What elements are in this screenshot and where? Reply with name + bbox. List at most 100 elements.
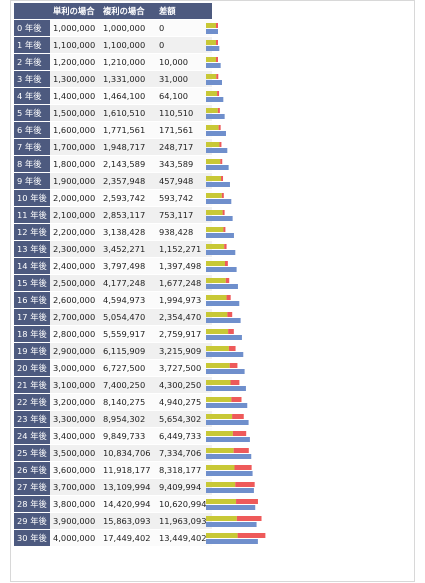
table-row: 12 年後 2,200,000 3,138,428 938,428 — [14, 224, 212, 241]
bar-base — [206, 522, 257, 527]
table-row: 22 年後 3,200,000 8,140,275 4,940,275 — [14, 394, 212, 411]
bar-diff — [216, 57, 218, 62]
table-row: 24 年後 3,400,000 9,849,733 6,449,733 — [14, 428, 212, 445]
year-label: 15 年後 — [14, 275, 50, 292]
simple-value: 3,200,000 — [50, 394, 100, 411]
year-label: 25 年後 — [14, 445, 50, 462]
diff-value: 10,620,994 — [156, 496, 212, 513]
bar-simple — [206, 312, 228, 317]
bar-base — [206, 131, 226, 136]
bar-simple — [206, 74, 217, 79]
bar-simple — [206, 261, 225, 266]
bar-simple — [206, 40, 216, 45]
table-row: 1 年後 1,100,000 1,100,000 0 — [14, 37, 212, 54]
table-row: 14 年後 2,400,000 3,797,498 1,397,498 — [14, 258, 212, 275]
bar-diff — [217, 108, 220, 113]
bar-simple — [206, 176, 222, 181]
bar-base — [206, 437, 250, 442]
bar-simple — [206, 142, 220, 147]
bar-base — [206, 199, 232, 204]
table-row: 29 年後 3,900,000 15,863,093 11,963,093 — [14, 513, 212, 530]
bar-base — [206, 63, 221, 68]
year-label: 27 年後 — [14, 479, 50, 496]
header-simple: 単利の場合 — [50, 3, 100, 20]
bar-base — [206, 46, 220, 51]
bar-simple — [206, 227, 224, 232]
diff-value: 1,994,973 — [156, 292, 212, 309]
year-label: 13 年後 — [14, 241, 50, 258]
bar-base — [206, 165, 229, 170]
diff-value: 6,449,733 — [156, 428, 212, 445]
simple-value: 1,600,000 — [50, 122, 100, 139]
header-compound: 複利の場合 — [100, 3, 156, 20]
diff-value: 11,963,093 — [156, 513, 212, 530]
table-row: 16 年後 2,600,000 4,594,973 1,994,973 — [14, 292, 212, 309]
bar-diff — [223, 227, 226, 232]
diff-value: 64,100 — [156, 88, 212, 105]
year-label: 5 年後 — [14, 105, 50, 122]
bar-diff — [216, 74, 219, 79]
diff-value: 5,654,302 — [156, 411, 212, 428]
bar-base — [206, 488, 254, 493]
compound-value: 3,797,498 — [100, 258, 156, 275]
diff-value: 3,727,500 — [156, 360, 212, 377]
compound-value: 17,449,402 — [100, 530, 156, 547]
bar-simple — [206, 516, 237, 521]
bar-diff — [232, 414, 244, 419]
bar-simple — [206, 210, 223, 215]
bar-base — [206, 233, 234, 238]
diff-value: 1,152,271 — [156, 241, 212, 258]
year-label: 21 年後 — [14, 377, 50, 394]
compound-value: 3,452,271 — [100, 241, 156, 258]
bar-base — [206, 301, 240, 306]
bar-simple — [206, 482, 236, 487]
simple-value: 3,700,000 — [50, 479, 100, 496]
table-row: 28 年後 3,800,000 14,420,994 10,620,994 — [14, 496, 212, 513]
table-row: 2 年後 1,200,000 1,210,000 10,000 — [14, 54, 212, 71]
bar-diff — [228, 329, 234, 334]
bar-diff — [221, 193, 224, 198]
table-row: 7 年後 1,700,000 1,948,717 248,717 — [14, 139, 212, 156]
table-row: 6 年後 1,600,000 1,771,561 171,561 — [14, 122, 212, 139]
bar-base — [206, 471, 253, 476]
bar-base — [206, 539, 258, 544]
simple-value: 4,000,000 — [50, 530, 100, 547]
year-label: 26 年後 — [14, 462, 50, 479]
year-label: 22 年後 — [14, 394, 50, 411]
simple-value: 2,000,000 — [50, 190, 100, 207]
compound-value: 1,464,100 — [100, 88, 156, 105]
bar-simple — [206, 363, 230, 368]
bar-diff — [221, 176, 224, 181]
diff-value: 4,940,275 — [156, 394, 212, 411]
compound-value: 1,948,717 — [100, 139, 156, 156]
diff-value: 8,318,177 — [156, 462, 212, 479]
simple-value: 2,600,000 — [50, 292, 100, 309]
bar-diff — [228, 346, 236, 351]
year-label: 17 年後 — [14, 309, 50, 326]
bar-simple — [206, 448, 234, 453]
bar-simple — [206, 499, 237, 504]
table-row: 17 年後 2,700,000 5,054,470 2,354,470 — [14, 309, 212, 326]
table-row: 8 年後 1,800,000 2,143,589 343,589 — [14, 156, 212, 173]
bar-diff — [225, 278, 230, 283]
table-row: 0 年後 1,000,000 1,000,000 0 — [14, 20, 212, 37]
diff-value: 0 — [156, 20, 212, 37]
simple-value: 2,400,000 — [50, 258, 100, 275]
year-label: 16 年後 — [14, 292, 50, 309]
bar-diff — [220, 159, 223, 164]
bar-simple — [206, 380, 231, 385]
bar-diff — [237, 533, 266, 538]
compound-value: 6,727,500 — [100, 360, 156, 377]
diff-value: 10,000 — [156, 54, 212, 71]
bar-diff — [231, 397, 242, 402]
compound-value: 15,863,093 — [100, 513, 156, 530]
bar-simple — [206, 397, 232, 402]
year-label: 12 年後 — [14, 224, 50, 241]
bar-simple — [206, 414, 233, 419]
compound-value: 8,140,275 — [100, 394, 156, 411]
diff-value: 9,409,994 — [156, 479, 212, 496]
table-row: 4 年後 1,400,000 1,464,100 64,100 — [14, 88, 212, 105]
compound-value: 3,138,428 — [100, 224, 156, 241]
diff-value: 1,397,498 — [156, 258, 212, 275]
